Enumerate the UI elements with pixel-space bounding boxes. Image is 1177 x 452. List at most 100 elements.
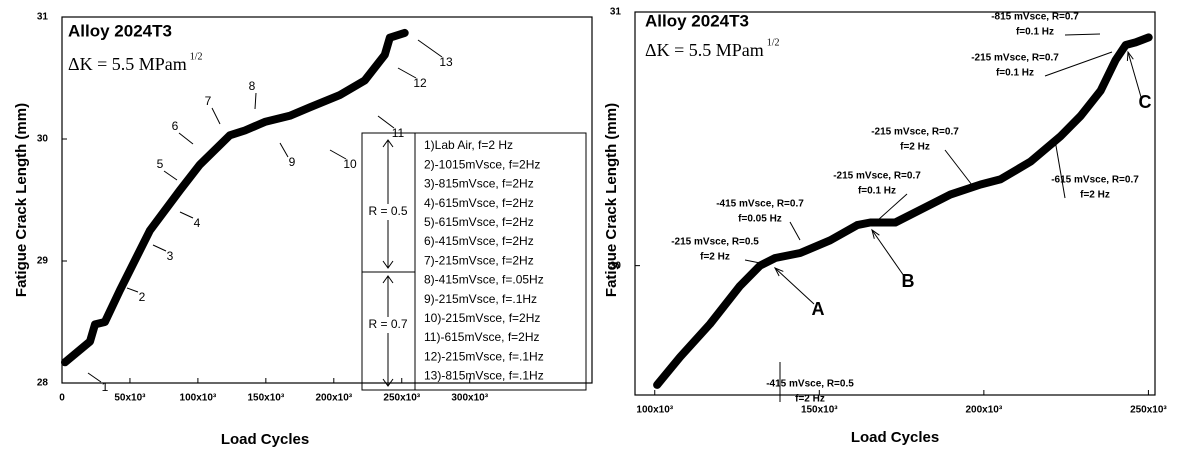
leader-line [774,267,815,305]
subtitle-superscript: 1/2 [767,37,780,48]
x-tick-label: 100x10³ [180,393,217,404]
leader-line [1127,51,1142,98]
leader-line [417,39,443,58]
legend-entry: 6)-415mVsce, f=2Hz [424,234,534,248]
point-label: A [812,299,825,319]
x-tick-label: 50x10³ [114,393,146,404]
annotation: -415 mVsce, R=0.5 [766,379,854,390]
x-tick-label: 200x10³ [966,405,1003,416]
legend-entry: 8)-415mVsce, f=.05Hz [424,273,544,287]
annotation: f=0.1 Hz [996,68,1034,79]
leader-line [1064,33,1101,36]
annotation: -215 mVsce, R=0.7 [971,53,1059,64]
y-tick-label: 29 [37,256,49,267]
point-label: 7 [205,94,212,108]
x-tick-label: 150x10³ [247,393,284,404]
leader-line [944,149,973,186]
y-tick-label: 31 [37,12,49,23]
x-tick-label: 250x10³ [1130,405,1167,416]
leader-line [126,287,139,293]
y-tick-label: 31 [610,7,622,18]
annotation: -215 mVsce, R=0.7 [871,127,959,138]
annotation: -415 mVsce, R=0.7 [716,199,804,210]
annotation: -215 mVsce, R=0.5 [671,237,759,248]
annotation: f=0.05 Hz [738,214,782,225]
point-label: 9 [289,155,296,169]
crack-curve [653,33,1153,389]
point-label: 2 [139,290,146,304]
legend-entry: 7)-215mVsce, f=2Hz [424,253,534,267]
leader-line [254,92,257,110]
x-axis-title: Load Cycles [221,431,309,448]
point-label: 13 [439,55,453,69]
leader-line [163,170,178,181]
leader-line [279,142,289,158]
leader-line [871,229,905,277]
plot-frame [61,16,593,384]
x-tick-label: 0 [59,393,65,404]
annotation: f=2 Hz [900,142,930,153]
leader-line [211,107,221,125]
legend-entry: 4)-615mVsce, f=2Hz [424,196,534,210]
x-tick-label: 300x10³ [451,393,488,404]
arrow-heads [382,139,394,387]
annotation: -815 mVsce, R=0.7 [991,12,1079,23]
y-tick-label: 28 [37,378,49,389]
point-label: C [1139,92,1152,112]
annotation: f=2 Hz [700,252,730,263]
r-label: R = 0.5 [368,204,407,218]
legend-entry: 2)-1015mVsce, f=2Hz [424,157,540,171]
point-label: 5 [157,157,164,171]
legend-arrows [361,132,587,391]
y-tick-label: 30 [610,260,622,271]
y-axis-title: Fatigue Crack Length (mm) [13,103,30,297]
point-label: 3 [167,249,174,263]
chart-title: Alloy 2024T3 [68,21,172,40]
x-tick-label: 150x10³ [801,405,838,416]
arrow-head [871,228,880,239]
point-label: 6 [172,119,179,133]
r-label: R = 0.7 [368,317,407,331]
arrow-head [773,267,784,277]
y-axis-title: Fatigue Crack Length (mm) [603,103,620,297]
y-tick-label: 30 [37,134,49,145]
x-tick-label: 250x10³ [383,393,420,404]
point-label: B [902,271,915,291]
leader-line [877,193,908,221]
point-label: 1 [102,380,109,394]
arrow-head [1126,50,1134,62]
point-label: 4 [194,216,201,230]
legend-entry: 1)Lab Air, f=2 Hz [424,138,513,152]
leader-line [87,372,102,383]
point-label: 12 [413,76,427,90]
leader-line [179,211,194,219]
point-label: 10 [343,157,357,171]
chart-subtitle: ΔK = 5.5 MPam [68,54,187,74]
legend-entry: 13)-815mVsce, f=.1Hz [424,369,544,383]
leader-line [1044,51,1113,77]
crack-curve [61,28,409,367]
legend-entry: 9)-215mVsce, f=.1Hz [424,292,537,306]
leader-line [789,221,801,241]
leader-line [1054,139,1066,199]
annotation: f=0.1 Hz [858,186,896,197]
leader-line [397,67,417,79]
legend-entry: 5)-615mVsce, f=2Hz [424,215,534,229]
x-axis-title: Load Cycles [851,429,939,446]
r-label-bg [367,317,410,333]
leader-line [377,115,395,129]
point-label: 8 [249,79,256,93]
r-label-bg [367,204,410,220]
annotation: f=2 Hz [1080,190,1110,201]
chart-subtitle: ΔK = 5.5 MPam [645,40,764,60]
leader-line [178,132,194,145]
annotation: -615 mVsce, R=0.7 [1051,175,1139,186]
leader-line [744,259,761,264]
legend-entry: 10)-215mVsce, f=2Hz [424,311,540,325]
leader-line [329,149,347,160]
leader-line [152,244,167,252]
x-tick-label: 100x10³ [636,405,673,416]
annotation: f=0.1 Hz [1016,27,1054,38]
x-tick-label: 200x10³ [315,393,352,404]
